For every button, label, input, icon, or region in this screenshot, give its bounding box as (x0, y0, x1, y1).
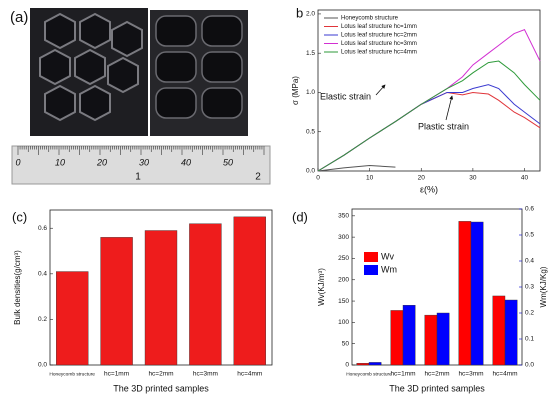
ruler-number: 30 (139, 157, 149, 167)
annotation: Plastic strain (418, 121, 469, 131)
x-tick-label: 0 (316, 175, 320, 182)
y-tick-label: 0 (345, 362, 349, 369)
legend-label: Wv (381, 251, 394, 261)
ruler-number: 0 (15, 157, 20, 167)
x-axis-label: The 3D printed samples (113, 383, 209, 393)
legend-swatch (364, 252, 378, 262)
ruler-mark: 2 (255, 172, 261, 183)
bar (424, 314, 438, 366)
legend-label: Lotus leaf structure hc=3mm (341, 41, 417, 47)
ruler-number: 10 (55, 157, 65, 167)
y2-tick-label: 0.3 (525, 284, 534, 291)
annotation-arrow (445, 95, 454, 121)
x-tick-label: hc=3mm (458, 371, 483, 378)
annotation-arrow (375, 84, 386, 96)
bar (436, 312, 450, 366)
legend-label: Lotus leaf structure hc=4mm (341, 50, 417, 56)
y-tick-label: 300 (338, 234, 349, 241)
bar (458, 221, 472, 366)
y-axis-label: σ (MPa) (291, 76, 300, 105)
x-tick-label: hc=1mm (390, 371, 415, 378)
ruler-ticks (17, 146, 265, 155)
panel-label: b (296, 5, 303, 20)
bar (356, 363, 370, 366)
bar (144, 230, 178, 366)
annotation: Elastic strain (320, 91, 371, 101)
x-tick-label: 10 (366, 175, 374, 182)
y2-tick-label: 0.0 (525, 362, 534, 369)
legend-label: Honeycomb structure (341, 16, 399, 22)
y-tick-label: 250 (338, 255, 349, 262)
y-tick-label: 0.4 (38, 271, 47, 278)
y2-tick-label: 0.1 (525, 336, 534, 343)
bar (470, 221, 484, 366)
bar (368, 362, 382, 366)
bar (100, 237, 133, 366)
y-tick-label: 150 (338, 298, 349, 305)
y2-axis-label: Wm(KJ/Kg) (539, 266, 548, 307)
panel-label: (a) (10, 9, 28, 26)
y-tick-label: 100 (338, 319, 349, 326)
y-tick-label: 0.2 (38, 316, 47, 323)
y-tick-label: 50 (342, 340, 350, 347)
x-tick-label: hc=4mm (237, 371, 262, 378)
line-series (317, 60, 541, 172)
x-tick-label: Honeycomb structure (346, 371, 392, 377)
x-axis-label: The 3D printed samples (389, 383, 485, 393)
y-axis-label: Bulk densities(g/cm³) (13, 250, 22, 325)
chart-panel: 0.0 0.2 0.4 0.6 Honeycomb structure hc=1mm hc=… (12, 209, 273, 393)
y-tick-label: 0.6 (38, 225, 47, 232)
bar (233, 216, 266, 366)
bar (189, 223, 222, 366)
bar (56, 271, 89, 366)
x-tick-label: hc=2mm (424, 371, 449, 378)
legend-label: Lotus leaf structure hc=2mm (341, 33, 417, 39)
y-tick-label: 2.0 (306, 11, 315, 18)
plot-frame (317, 9, 541, 172)
y-tick-label: 1.0 (306, 89, 315, 96)
ruler-number: 20 (96, 157, 107, 167)
x-tick-label: hc=1mm (104, 371, 129, 378)
y-axis-label: Wv(KJ/m³) (317, 268, 326, 306)
bar (504, 299, 518, 366)
x-tick-label: Honeycomb structure (49, 371, 95, 377)
x-tick-label: 40 (521, 175, 529, 182)
y-tick-label: 0.0 (306, 168, 315, 175)
chart-panel: 0 50 100 150 200 250 300 350 0.0 0.1 0.2 0.3 0.4 0.5 0… (292, 206, 548, 394)
y-tick-label: 0.0 (38, 362, 47, 369)
bar (402, 305, 416, 366)
panel-label: (d) (292, 209, 308, 224)
photo: (a) (10, 8, 271, 185)
legend-label: Wm (381, 264, 397, 274)
y-tick-label: 200 (338, 276, 349, 283)
line-series (317, 91, 541, 172)
line-series (317, 164, 396, 172)
hex-cells (39, 12, 143, 122)
legend-swatch (364, 265, 378, 275)
y-tick-label: 1.5 (306, 50, 315, 57)
ruler-mark: 1 (135, 172, 141, 183)
bar (492, 295, 506, 366)
panel-label: (c) (12, 209, 27, 224)
y2-tick-label: 0.5 (525, 232, 534, 239)
x-tick-label: hc=3mm (193, 371, 218, 378)
y2-tick-label: 0.4 (525, 258, 534, 265)
y-tick-label: 0.5 (306, 128, 315, 135)
chart-panel: 0.0 0.5 1.0 1.5 2.0 0 10 20 30 40 ε(%) σ (MPa) b Hone… (291, 5, 541, 194)
x-tick-label: hc=4mm (492, 371, 517, 378)
lotus-cells (155, 15, 243, 119)
y2-tick-label: 0.2 (525, 310, 534, 317)
x-tick-label: hc=2mm (148, 371, 173, 378)
legend-label: Lotus leaf structure hc=1mm (341, 24, 417, 30)
x-tick-label: 20 (418, 175, 426, 182)
bar (390, 310, 404, 366)
ruler-number: 40 (181, 157, 191, 167)
x-axis-label: ε(%) (420, 184, 438, 194)
y2-tick-label: 0.6 (525, 206, 534, 213)
ruler-number: 50 (223, 157, 233, 167)
x-tick-label: 30 (469, 175, 477, 182)
y-tick-label: 350 (338, 213, 349, 220)
